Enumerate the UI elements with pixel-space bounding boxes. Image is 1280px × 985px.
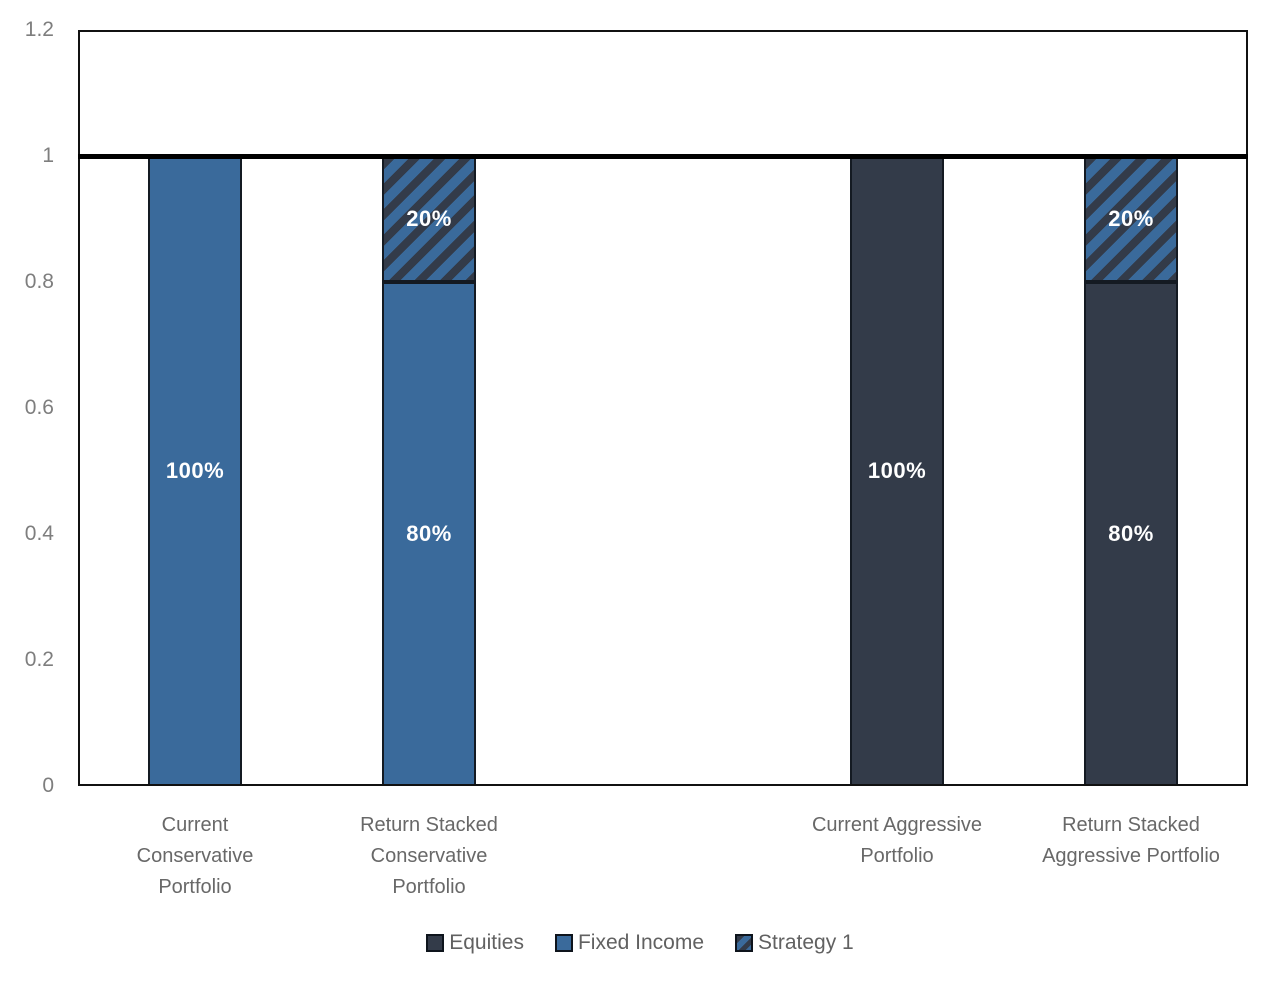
- bar-return-stacked-aggressive-portfolio[interactable]: 80% 20%: [1084, 156, 1178, 786]
- data-label: 80%: [1108, 521, 1154, 546]
- segment-fixed-income-current-conservative-portfolio[interactable]: 100%: [148, 156, 242, 786]
- legend-label: Equities: [449, 931, 524, 954]
- plot-area: 100% 80% 20% 100% 80% 20%: [78, 30, 1248, 786]
- x-axis-label-current-aggressive-portfolio: Current Aggressive Portfolio: [777, 810, 1017, 872]
- y-axis-tick-label-0.6: 0.6: [24, 396, 54, 419]
- segment-strategy-1-return-stacked-aggressive-portfolio[interactable]: 20%: [1084, 156, 1178, 282]
- segment-strategy-1-return-stacked-conservative-portfolio[interactable]: 20%: [382, 156, 476, 282]
- legend-marker-strategy-1-hatch-icon: [735, 934, 754, 952]
- x-axis-label-line: Return Stacked: [1062, 814, 1200, 836]
- legend-label: Fixed Income: [577, 931, 705, 954]
- x-axis-label-return-stacked-conservative-portfolio: Return Stacked Conservative Portfolio: [309, 810, 549, 903]
- x-axis-label-line: Return Stacked: [360, 814, 498, 836]
- x-axis-label-line: Current Aggressive: [811, 814, 983, 836]
- x-axis-label-line: Conservative: [136, 845, 254, 867]
- data-label: 100%: [867, 458, 927, 483]
- x-axis-label-current-conservative-portfolio: Current Conservative Portfolio: [75, 810, 315, 903]
- x-axis-label-return-stacked-aggressive-portfolio: Return Stacked Aggressive Portfolio: [1011, 810, 1251, 872]
- data-label: 80%: [406, 521, 452, 546]
- data-label: 20%: [406, 206, 452, 231]
- segment-equities-return-stacked-aggressive-portfolio[interactable]: 80%: [1084, 282, 1178, 786]
- bar-return-stacked-conservative-portfolio[interactable]: 80% 20%: [382, 156, 476, 786]
- legend-marker-fixed-income-swatch-icon: [554, 934, 573, 952]
- bar-current-conservative-portfolio[interactable]: 100%: [148, 156, 242, 786]
- y-axis-tick-label-0.2: 0.2: [24, 648, 54, 671]
- x-axis-label-line: Current: [161, 814, 229, 836]
- data-label: 100%: [165, 458, 225, 483]
- y-axis-tick-label-0.4: 0.4: [24, 522, 54, 545]
- y-axis-tick-label-0.8: 0.8: [24, 270, 54, 293]
- y-axis-tick-label-1: 1: [42, 144, 54, 167]
- legend-item-equities[interactable]: Equities: [426, 931, 524, 955]
- segment-fixed-income-return-stacked-conservative-portfolio[interactable]: 80%: [382, 282, 476, 786]
- y-axis-tick-label-1.2: 1.2: [24, 18, 54, 41]
- x-axis-label-line: Portfolio: [860, 845, 934, 867]
- reference-line-y1: [78, 154, 1248, 159]
- x-axis-label-line: Conservative: [370, 845, 488, 867]
- legend-label: Strategy 1: [758, 931, 854, 954]
- bar-current-aggressive-portfolio[interactable]: 100%: [850, 156, 944, 786]
- x-axis-label-line: Aggressive Portfolio: [1042, 845, 1220, 867]
- legend-marker-equities-swatch-icon: [426, 934, 445, 952]
- plot-border: [78, 30, 1248, 786]
- segment-equities-current-aggressive-portfolio[interactable]: 100%: [850, 156, 944, 786]
- x-axis-label-line: Portfolio: [392, 876, 466, 898]
- legend-item-fixed-income[interactable]: Fixed Income: [554, 931, 705, 955]
- legend: Equities Fixed Income Strategy 1: [0, 931, 1280, 955]
- data-label: 20%: [1108, 206, 1154, 231]
- x-axis-label-line: Portfolio: [158, 876, 232, 898]
- y-axis-tick-label-0: 0: [42, 774, 54, 797]
- legend-item-strategy-1[interactable]: Strategy 1: [735, 931, 854, 955]
